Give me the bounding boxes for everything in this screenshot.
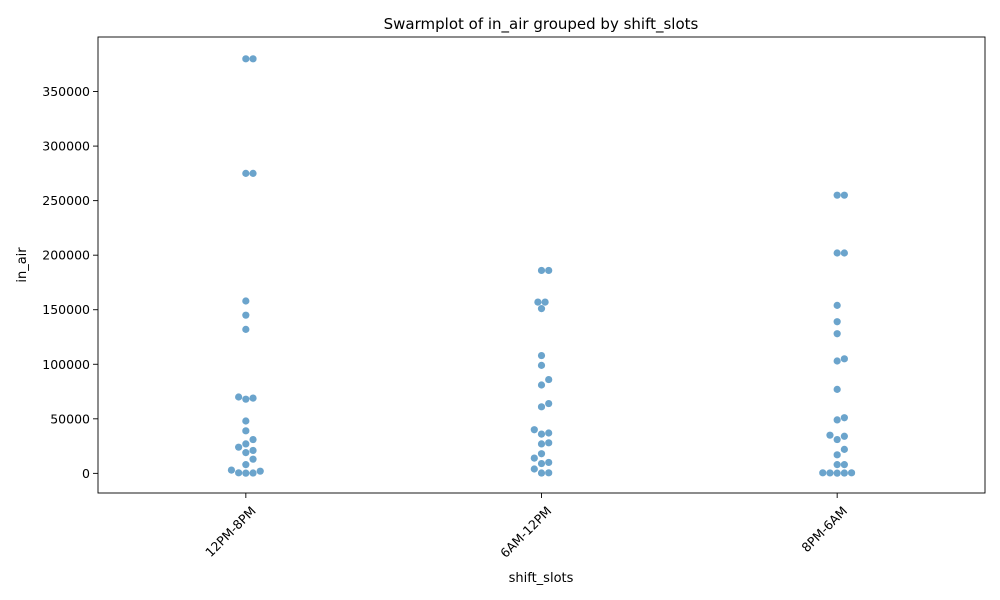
data-point [530, 465, 538, 473]
data-point [833, 416, 841, 424]
data-point [545, 399, 553, 408]
data-point [242, 417, 250, 425]
data-point [833, 469, 841, 477]
data-point [537, 351, 546, 360]
y-tick-label: 150000 [42, 302, 90, 317]
x-tick-label: 6AM-12PM [497, 503, 554, 560]
data-point [242, 395, 250, 403]
data-point [537, 381, 546, 389]
data-point [249, 455, 257, 463]
data-point [242, 169, 250, 177]
x-tick-label: 12PM-8PM [202, 503, 259, 560]
data-point [249, 446, 257, 455]
data-point [537, 469, 546, 477]
data-point [833, 318, 841, 326]
data-point [235, 443, 243, 451]
data-point [537, 305, 546, 313]
data-point [541, 298, 549, 306]
data-point [249, 469, 257, 477]
data-point [545, 469, 553, 477]
data-point [249, 55, 257, 63]
data-point [833, 330, 841, 338]
data-point [545, 375, 553, 384]
data-point [242, 449, 250, 457]
data-point [256, 467, 264, 475]
data-point [833, 301, 841, 309]
data-point [537, 440, 546, 448]
data-point [537, 403, 546, 411]
data-point [847, 469, 856, 477]
y-tick-label: 350000 [42, 84, 90, 99]
points-layer [227, 55, 856, 477]
y-tick-label: 0 [82, 466, 90, 481]
data-point [242, 297, 250, 305]
data-point [537, 430, 546, 438]
data-point [545, 439, 553, 447]
data-point [249, 435, 257, 444]
data-point [833, 357, 841, 365]
data-point [242, 469, 250, 477]
y-tick-label: 300000 [42, 139, 90, 154]
data-point [833, 249, 841, 257]
data-point [833, 385, 841, 393]
y-tick-label: 200000 [42, 248, 90, 263]
data-point [545, 266, 553, 275]
data-point [242, 427, 250, 435]
x-tick-label: 8PM-6AM [798, 503, 850, 555]
data-point [530, 426, 538, 434]
data-point [249, 394, 257, 402]
data-point [545, 429, 553, 437]
data-point [530, 454, 538, 462]
data-point [840, 445, 848, 453]
data-point [833, 191, 841, 199]
data-point [826, 469, 834, 477]
data-point [840, 249, 848, 257]
data-point [840, 355, 848, 363]
y-axis-label: in_air [15, 247, 30, 283]
data-point [833, 451, 841, 459]
y-tick-label: 50000 [50, 411, 90, 426]
data-point [840, 432, 848, 440]
data-point [537, 266, 546, 275]
data-point [840, 191, 848, 199]
data-point [242, 461, 250, 469]
data-point [242, 325, 250, 333]
data-point [242, 311, 250, 319]
x-axis-ticks: 12PM-8PM 6AM-12PM 8PM-6AM [202, 493, 850, 561]
data-point [840, 414, 848, 422]
data-point [249, 169, 257, 177]
data-point [537, 459, 546, 468]
chart-title: Swarmplot of in_air grouped by shift_slo… [384, 15, 699, 34]
x-axis-label: shift_slots [509, 571, 574, 586]
data-point [833, 435, 841, 444]
data-point [227, 466, 236, 474]
data-point [534, 298, 542, 306]
data-point [537, 450, 546, 458]
data-point [819, 469, 827, 477]
data-point [235, 393, 243, 401]
data-point [826, 431, 834, 439]
data-point [242, 440, 250, 448]
plot-frame [97, 36, 986, 494]
y-tick-label: 250000 [42, 193, 90, 208]
y-tick-label: 100000 [42, 357, 90, 372]
data-point [545, 458, 553, 467]
data-point [537, 361, 546, 369]
data-point [833, 461, 841, 469]
data-point [840, 461, 848, 469]
data-point [242, 55, 250, 63]
data-point [840, 469, 848, 477]
data-point [235, 469, 243, 477]
y-axis-ticks: 0 50000 100000 150000 200000 250000 300000 3500… [42, 84, 98, 481]
